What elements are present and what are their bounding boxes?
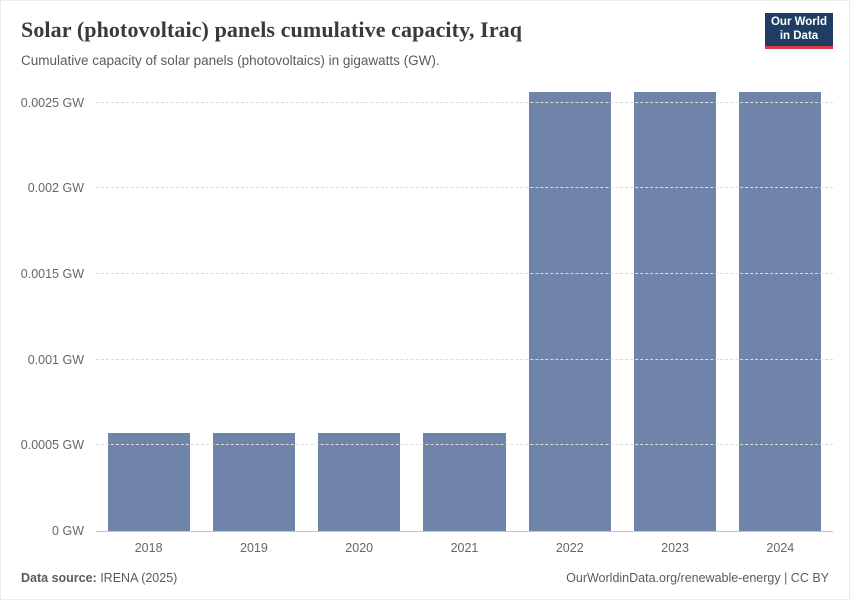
owid-logo: Our World in Data bbox=[765, 13, 833, 49]
bars-container: 2018 2019 2020 2021 2022 2023 2024 bbox=[96, 89, 833, 555]
x-axis-tick-label: 2020 bbox=[345, 541, 374, 555]
gridline bbox=[96, 187, 833, 189]
x-axis-tick-label: 2023 bbox=[661, 541, 689, 555]
bar-slot: 2018 bbox=[96, 89, 201, 555]
y-axis-tick-label: 0.0015 GW bbox=[20, 267, 84, 282]
bar-slot: 2024 bbox=[728, 89, 833, 555]
y-axis-tick-label: 0.0025 GW bbox=[20, 95, 84, 110]
page-title: Solar (photovoltaic) panels cumulative c… bbox=[21, 17, 523, 42]
y-axis-tick-label: 0.001 GW bbox=[27, 352, 84, 367]
bar-2023[interactable] bbox=[633, 92, 717, 531]
bar-2019[interactable] bbox=[212, 433, 295, 531]
x-axis-tick-label: 2018 bbox=[134, 541, 163, 555]
x-axis-tick-label: 2019 bbox=[240, 541, 268, 555]
y-axis-tick-label: 0.002 GW bbox=[27, 181, 84, 196]
plot-area: 2018 2019 2020 2021 2022 2023 2024 bbox=[96, 89, 833, 555]
bar-slot: 2020 bbox=[307, 89, 412, 555]
bar-slot: 2021 bbox=[412, 89, 517, 555]
gridline bbox=[96, 444, 833, 446]
x-axis-tick-label: 2022 bbox=[555, 541, 584, 555]
bar-2018[interactable] bbox=[107, 433, 190, 531]
gridline bbox=[96, 273, 833, 275]
y-axis: 0 GW 0.0005 GW 0.001 GW 0.0015 GW 0.002 GW 0.… bbox=[1, 89, 96, 538]
bar-slot: 2023 bbox=[622, 89, 727, 555]
bar-2022[interactable] bbox=[528, 92, 611, 531]
chart-area: 0 GW 0.0005 GW 0.001 GW 0.0015 GW 0.002 GW 0.… bbox=[1, 89, 849, 555]
gridline bbox=[96, 101, 833, 103]
footer-source-value: IRENA (2025) bbox=[96, 571, 178, 585]
x-axis-tick-label: 2024 bbox=[766, 541, 795, 555]
owid-logo-line2: in Data bbox=[779, 29, 819, 42]
footer-source: Data source: IRENA (2025) bbox=[21, 571, 177, 585]
y-axis-tick-label: 0.0005 GW bbox=[20, 438, 84, 453]
chart-footer: Data source: IRENA (2025) OurWorldinData… bbox=[21, 571, 829, 585]
bar-2020[interactable] bbox=[318, 433, 401, 531]
owid-logo-line1: Our World bbox=[770, 16, 827, 29]
bar-slot: 2022 bbox=[517, 89, 622, 555]
gridline bbox=[96, 358, 833, 360]
footer-link[interactable]: OurWorldinData.org/renewable-energy | CC… bbox=[566, 571, 829, 585]
y-axis-tick-label: 0 GW bbox=[52, 524, 84, 538]
bar-2024[interactable] bbox=[739, 92, 822, 531]
x-axis-tick-label: 2021 bbox=[450, 541, 479, 555]
footer-source-label: Data source: bbox=[21, 571, 97, 585]
page-subtitle: Cumulative capacity of solar panels (pho… bbox=[21, 53, 440, 68]
bar-2021[interactable] bbox=[423, 433, 506, 531]
bar-slot: 2019 bbox=[201, 89, 306, 555]
